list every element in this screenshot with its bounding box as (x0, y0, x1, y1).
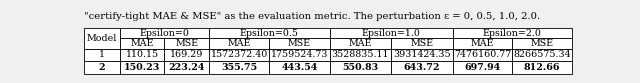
Bar (120, 61, 164, 74)
Bar (164, 61, 209, 74)
Bar (391, 49, 452, 61)
Bar (84, 28, 120, 49)
Bar (512, 49, 572, 61)
Bar (512, 61, 572, 74)
Bar (391, 61, 452, 74)
Bar (330, 28, 452, 38)
Text: 1759524.73: 1759524.73 (271, 50, 328, 59)
Text: MAE: MAE (228, 39, 251, 48)
Bar (452, 38, 512, 49)
Text: Epsilon=2.0: Epsilon=2.0 (483, 29, 541, 38)
Text: MAE: MAE (349, 39, 372, 48)
Text: 2: 2 (99, 63, 105, 72)
Bar (209, 61, 269, 74)
Text: 110.15: 110.15 (125, 50, 159, 59)
Bar (330, 38, 391, 49)
Bar (120, 38, 164, 49)
Bar (84, 61, 120, 74)
Bar (452, 28, 572, 38)
Bar (120, 49, 164, 61)
Text: MAE: MAE (470, 39, 494, 48)
Text: 7476160.77: 7476160.77 (454, 50, 511, 59)
Text: Epsilon=0: Epsilon=0 (140, 29, 189, 38)
Text: 550.83: 550.83 (342, 63, 379, 72)
Text: 3528835.11: 3528835.11 (332, 50, 389, 59)
Bar (209, 38, 269, 49)
Bar (330, 49, 391, 61)
Bar (330, 61, 391, 74)
Text: Epsilon=0.5: Epsilon=0.5 (240, 29, 299, 38)
Bar (452, 49, 512, 61)
Text: 3931424.35: 3931424.35 (393, 50, 451, 59)
Bar (164, 38, 209, 49)
Text: MSE: MSE (410, 39, 433, 48)
Text: MAE: MAE (130, 39, 154, 48)
Text: 223.24: 223.24 (168, 63, 205, 72)
Bar (120, 28, 209, 38)
Text: 355.75: 355.75 (221, 63, 257, 72)
Text: 150.23: 150.23 (124, 63, 160, 72)
Text: MSE: MSE (531, 39, 554, 48)
Text: 1: 1 (99, 50, 105, 59)
Bar (84, 49, 120, 61)
Bar (269, 49, 330, 61)
Bar (452, 61, 512, 74)
Bar (269, 38, 330, 49)
Text: Model: Model (86, 34, 117, 43)
Text: 643.72: 643.72 (404, 63, 440, 72)
Text: MSE: MSE (175, 39, 198, 48)
Text: "certify-tight MAE & MSE" as the evaluation metric. The perturbation ε = 0, 0.5,: "certify-tight MAE & MSE" as the evaluat… (84, 12, 540, 21)
Bar (269, 61, 330, 74)
Bar (512, 38, 572, 49)
Bar (209, 28, 330, 38)
Text: 697.94: 697.94 (465, 63, 500, 72)
Text: Epsilon=1.0: Epsilon=1.0 (362, 29, 420, 38)
Text: 1572372.40: 1572372.40 (211, 50, 268, 59)
Text: 443.54: 443.54 (282, 63, 318, 72)
Bar (391, 38, 452, 49)
Text: 169.29: 169.29 (170, 50, 204, 59)
Text: 812.66: 812.66 (524, 63, 561, 72)
Bar (164, 49, 209, 61)
Text: MSE: MSE (288, 39, 311, 48)
Text: 8266575.34: 8266575.34 (513, 50, 571, 59)
Bar (209, 49, 269, 61)
